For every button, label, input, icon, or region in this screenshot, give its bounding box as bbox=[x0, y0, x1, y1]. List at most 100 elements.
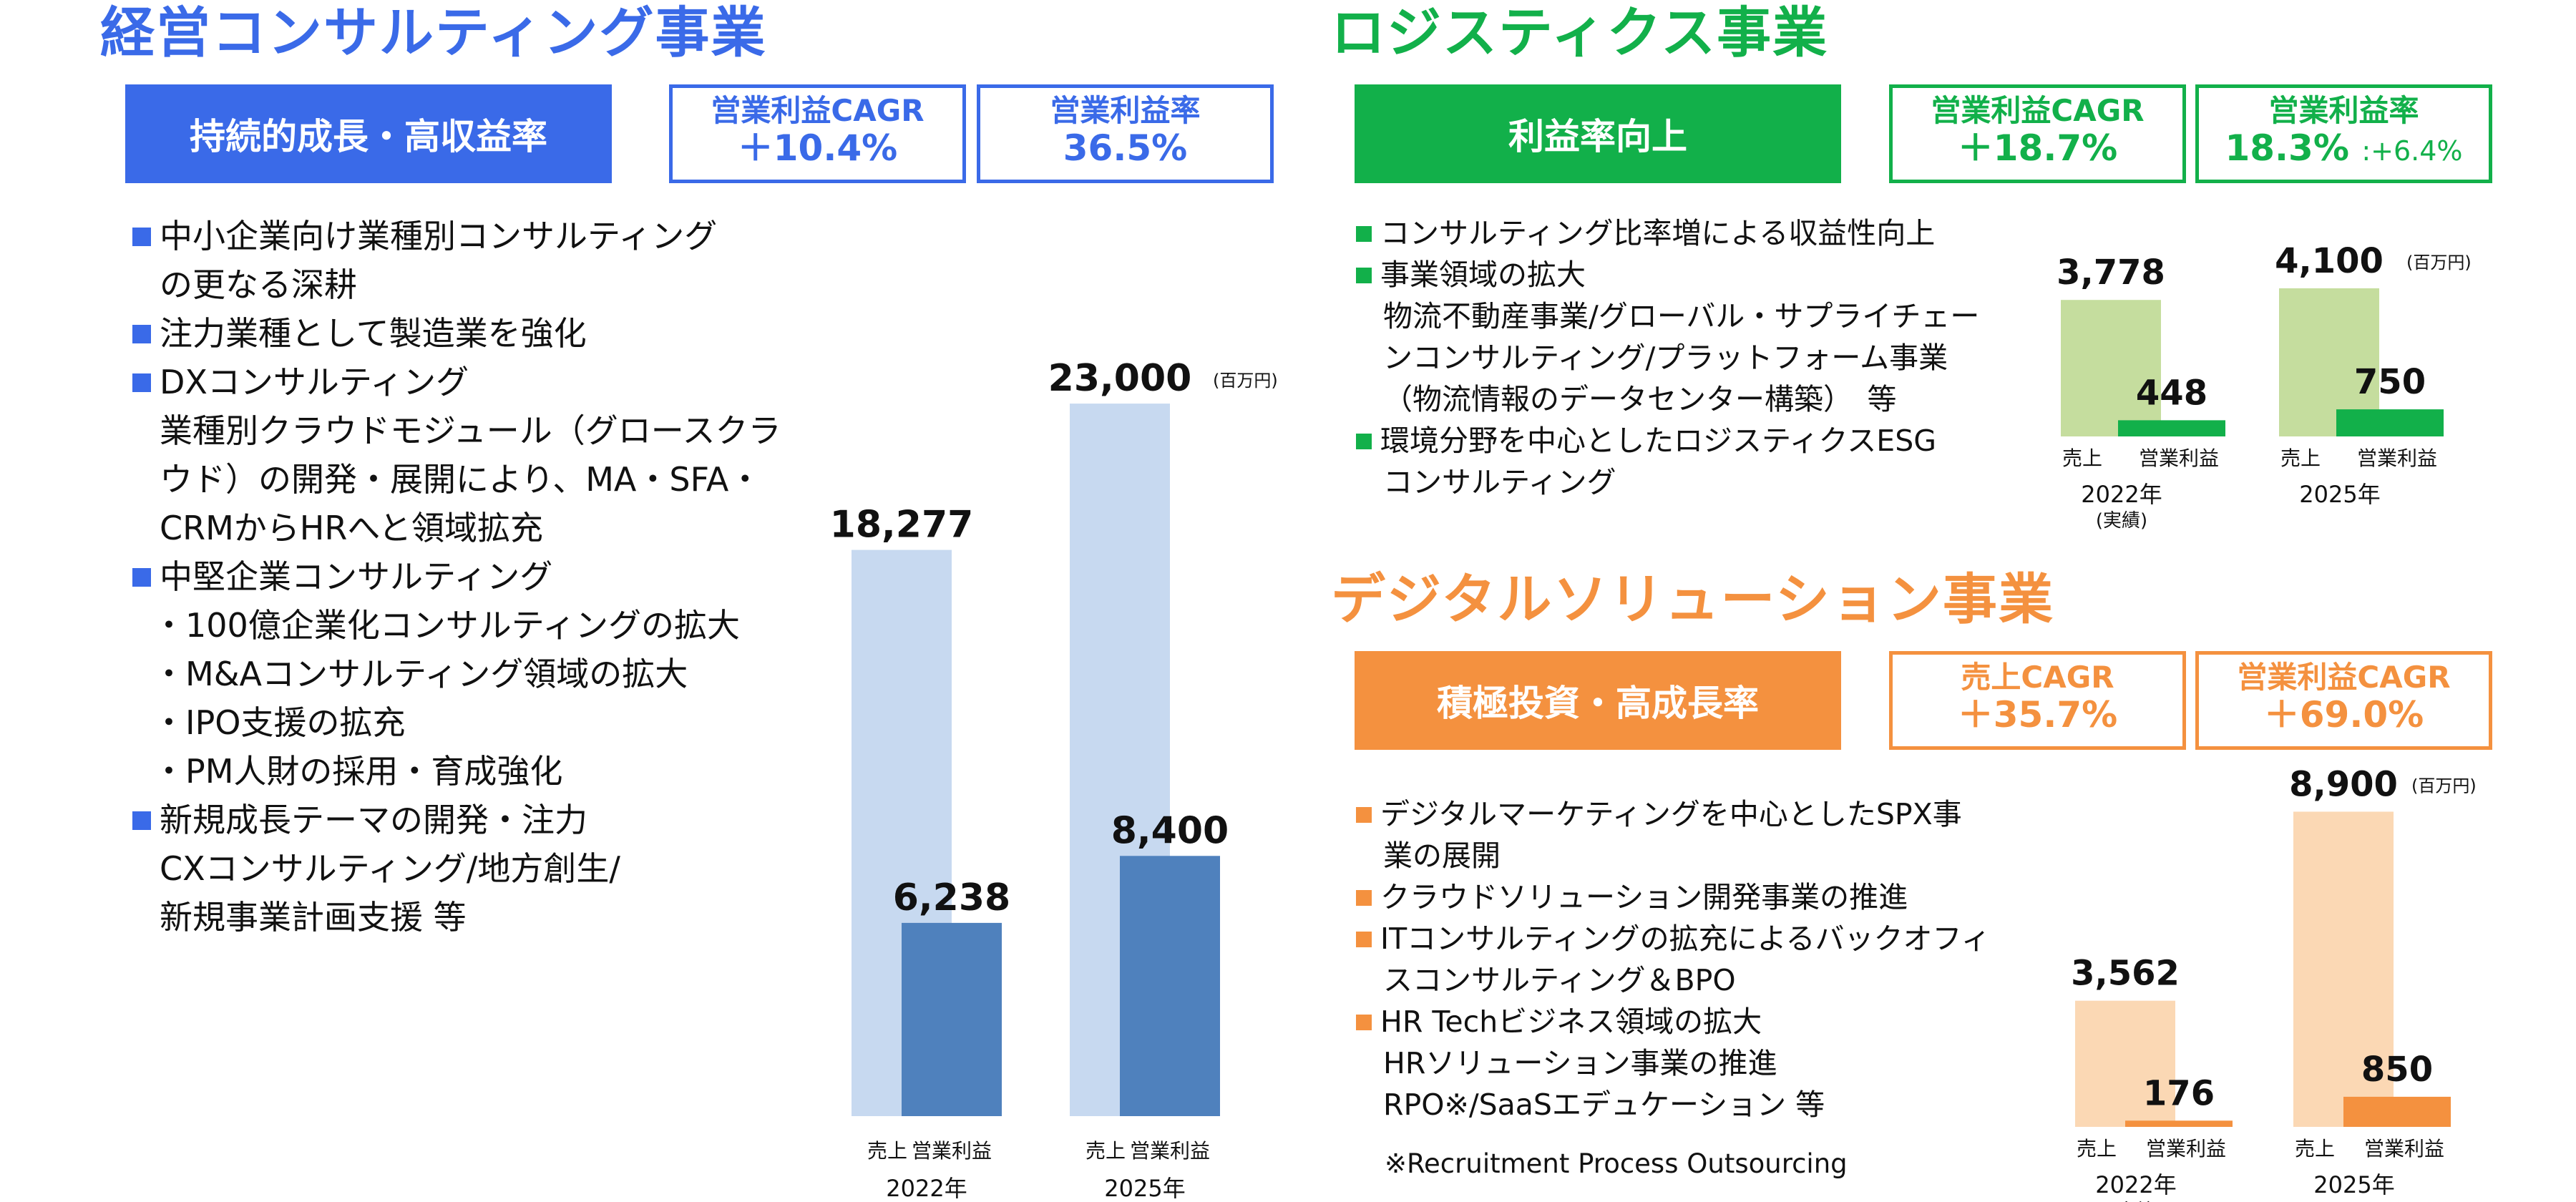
kpi-label: 営業利益率 bbox=[2268, 93, 2419, 128]
digital-chart: 3,562 176 売上 営業利益 2022年 (実績) 8,900 850 (百万円) 売上 営業… bbox=[2071, 764, 2477, 1202]
tick-label: 売上 bbox=[2280, 446, 2321, 470]
list-item: 環境分野を中心としたロジスティクスESG bbox=[1356, 420, 1979, 461]
list-item: コンサルティング bbox=[1383, 465, 1616, 499]
unit-label: (百万円) bbox=[2411, 776, 2477, 796]
logistics-kpi-cagr: 営業利益CAGR ＋18.7% bbox=[1889, 84, 2186, 183]
tick-label: 売上 bbox=[867, 1139, 907, 1163]
data-label: 23,000 bbox=[1048, 357, 1192, 400]
list-item: 事業領域の拡大 bbox=[1356, 254, 1979, 295]
list-item: デジタルマーケティングを中心としたSPX事 bbox=[1356, 793, 1991, 835]
tick-label: 営業利益 bbox=[1130, 1139, 1210, 1163]
list-item: 注力業種として製造業を強化 bbox=[132, 309, 781, 358]
bar-sales bbox=[2075, 1000, 2175, 1127]
bar-sales bbox=[2293, 811, 2394, 1127]
list-item: 新規成長テーマの開発・注力 bbox=[132, 796, 781, 844]
logistics-chart: 3,778 448 売上 営業利益 2022年(実績) 4,100 750 (百万円) 売上 営業… bbox=[2057, 241, 2472, 532]
bar-sales bbox=[2061, 300, 2161, 436]
category-label: 2022年 bbox=[2081, 481, 2162, 508]
bar-operating-profit bbox=[902, 922, 1002, 1116]
list-item: スコンサルティング＆BPO bbox=[1383, 963, 1736, 997]
data-label: 4,100 bbox=[2275, 241, 2384, 281]
list-item: ITコンサルティングの拡充によるバックオフィ bbox=[1356, 918, 1991, 959]
square-bullet-icon bbox=[132, 373, 151, 392]
logistics-bullets: コンサルティング比率増による収益性向上 事業領域の拡大 物流不動産事業/グローバ… bbox=[1356, 212, 1979, 503]
square-bullet-icon bbox=[1356, 434, 1372, 449]
data-label: 3,778 bbox=[2057, 253, 2165, 293]
category-note: (実績) bbox=[2110, 1201, 2162, 1202]
kpi-value: ＋69.0% bbox=[2263, 694, 2424, 736]
data-label: 850 bbox=[2361, 1050, 2433, 1090]
list-item: 中堅企業コンサルティング bbox=[132, 552, 781, 601]
digital-kpi-profit-cagr: 営業利益CAGR ＋69.0% bbox=[2195, 651, 2492, 750]
logistics-title: ロジスティクス事業 bbox=[1331, 1, 1829, 64]
data-label: 3,562 bbox=[2071, 954, 2180, 994]
list-item: 業の展開 bbox=[1383, 839, 1501, 873]
list-item: ・100億企業化コンサルティングの拡大 bbox=[152, 606, 741, 645]
list-item: ・IPO支援の拡充 bbox=[152, 703, 406, 742]
kpi-label: 営業利益率 bbox=[1050, 93, 1201, 128]
footnote: ※Recruitment Process Outsourcing bbox=[1385, 1148, 1848, 1179]
list-item: の更なる深耕 bbox=[160, 265, 357, 304]
kpi-value: ＋18.7% bbox=[1957, 127, 2118, 170]
consulting-title: 経営コンサルティング事業 bbox=[100, 1, 767, 64]
unit-label: (百万円) bbox=[1213, 371, 1278, 391]
category-label: 2025年 bbox=[1104, 1175, 1185, 1202]
kpi-value: 18.3% :+6.4% bbox=[2225, 127, 2463, 170]
bar-operating-profit bbox=[2118, 420, 2225, 436]
logistics-kpi-margin: 営業利益率 18.3% :+6.4% bbox=[2195, 84, 2492, 183]
kpi-value: ＋10.4% bbox=[737, 127, 898, 170]
data-label: 176 bbox=[2143, 1073, 2215, 1113]
kpi-value: 36.5% bbox=[1063, 127, 1188, 170]
list-item: （物流情報のデータセンター構築） 等 bbox=[1383, 382, 1897, 416]
consulting-kpi-cagr: 営業利益CAGR ＋10.4% bbox=[669, 84, 966, 183]
square-bullet-icon bbox=[1356, 807, 1372, 823]
logistics-tag: 利益率向上 bbox=[1355, 84, 1841, 183]
consulting-bullets: 中小企業向け業種別コンサルティング の更なる深耕 注力業種として製造業を強化 D… bbox=[132, 212, 781, 942]
bar-operating-profit bbox=[2343, 1096, 2451, 1127]
category-label: 2022年 bbox=[886, 1175, 967, 1202]
tick-label: 売上 bbox=[2295, 1137, 2335, 1161]
consulting-chart: 18,2776,238売上営業利益2022年(実績)23,0008,400(百万… bbox=[830, 357, 1278, 1202]
list-item: 物流不動産事業/グローバル・サプライチェー bbox=[1383, 299, 1980, 333]
square-bullet-icon bbox=[1356, 1015, 1372, 1030]
digital-tag: 積極投資・高成長率 bbox=[1355, 651, 1841, 750]
tick-label: 営業利益 bbox=[2364, 1137, 2444, 1161]
list-item: 中小企業向け業種別コンサルティング bbox=[132, 212, 781, 260]
list-item: ウド）の開発・展開により、MA・SFA・ bbox=[160, 460, 762, 499]
bar-operating-profit bbox=[1120, 856, 1220, 1116]
category-label: 2025年 bbox=[2299, 481, 2380, 508]
data-label: 6,238 bbox=[893, 876, 1010, 919]
kpi-label: 売上CAGR bbox=[1961, 660, 2114, 695]
list-item: 業種別クラウドモジュール（グロースクラ bbox=[160, 411, 781, 450]
square-bullet-icon bbox=[132, 325, 151, 343]
digital-title: デジタルソリューション事業 bbox=[1331, 567, 2054, 631]
digital-kpi-sales-cagr: 売上CAGR ＋35.7% bbox=[1889, 651, 2186, 750]
square-bullet-icon bbox=[1356, 890, 1372, 906]
list-item: HRソリューション事業の推進 bbox=[1383, 1046, 1777, 1080]
category-label: 2025年 bbox=[2313, 1171, 2394, 1198]
tick-label: 売上 bbox=[2062, 446, 2102, 470]
data-label: 8,900 bbox=[2289, 764, 2398, 804]
kpi-label: 営業利益CAGR bbox=[711, 93, 924, 128]
data-label: 8,400 bbox=[1111, 809, 1229, 852]
kpi-label: 営業利益CAGR bbox=[2237, 660, 2451, 695]
list-item: RPO※/SaaSエデュケーション 等 bbox=[1383, 1088, 1825, 1122]
tick-label: 売上 bbox=[1085, 1139, 1126, 1163]
square-bullet-icon bbox=[1356, 932, 1372, 947]
list-item: CRMからHRへと領域拡充 bbox=[160, 509, 544, 547]
unit-label: (百万円) bbox=[2406, 253, 2472, 273]
data-label: 18,277 bbox=[830, 504, 974, 547]
bar-operating-profit bbox=[2336, 409, 2444, 436]
bar-operating-profit bbox=[2125, 1120, 2233, 1127]
tick-label: 営業利益 bbox=[2146, 1137, 2226, 1161]
tick-label: 売上 bbox=[2077, 1137, 2117, 1161]
list-item: コンサルティング比率増による収益性向上 bbox=[1356, 212, 1979, 254]
list-item: 新規事業計画支援 等 bbox=[160, 898, 467, 937]
tick-label: 営業利益 bbox=[912, 1139, 992, 1163]
square-bullet-icon bbox=[132, 568, 151, 587]
list-item: クラウドソリューション開発事業の推進 bbox=[1356, 876, 1991, 918]
data-label: 448 bbox=[2136, 373, 2207, 413]
list-item: ンコンサルティング/プラットフォーム事業 bbox=[1383, 341, 1948, 375]
category-note: (実績) bbox=[2096, 510, 2147, 532]
data-label: 750 bbox=[2354, 362, 2426, 402]
